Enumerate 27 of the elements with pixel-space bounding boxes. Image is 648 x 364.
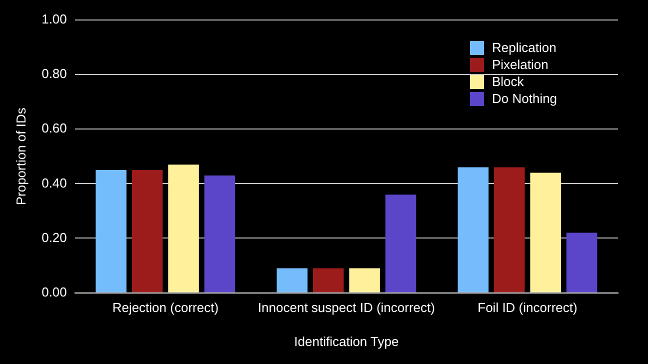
- y-tick-label: 0.20: [42, 230, 67, 245]
- bar: [494, 167, 525, 292]
- bar: [566, 232, 598, 292]
- x-axis-title: Identification Type: [294, 334, 399, 349]
- bar: [312, 268, 344, 292]
- x-tick-label: Innocent suspect ID (incorrect): [258, 300, 435, 316]
- x-tick-label: Rejection (correct): [112, 300, 219, 316]
- y-tick-label: 0.60: [42, 120, 67, 136]
- y-tick-label: 0.00: [42, 284, 67, 300]
- legend-label: Block: [492, 74, 524, 89]
- bar: [385, 194, 416, 292]
- bar: [96, 170, 126, 292]
- legend-label: Replication: [492, 40, 556, 55]
- y-tick-label: 1.00: [42, 12, 67, 27]
- legend-label: Do Nothing: [492, 91, 558, 106]
- bar: [349, 268, 380, 292]
- y-axis-title: Proportion of IDs: [13, 107, 28, 206]
- bar: [132, 170, 163, 292]
- bar: [530, 172, 561, 292]
- bar: [204, 175, 236, 292]
- legend-label: Pixelation: [492, 57, 548, 72]
- x-tick-label: Foil ID (incorrect): [478, 300, 578, 316]
- bar: [168, 164, 199, 292]
- bar: [276, 268, 308, 292]
- y-tick-label: 0.40: [42, 175, 67, 190]
- bar: [458, 167, 489, 292]
- y-tick-label: 0.80: [42, 66, 67, 82]
